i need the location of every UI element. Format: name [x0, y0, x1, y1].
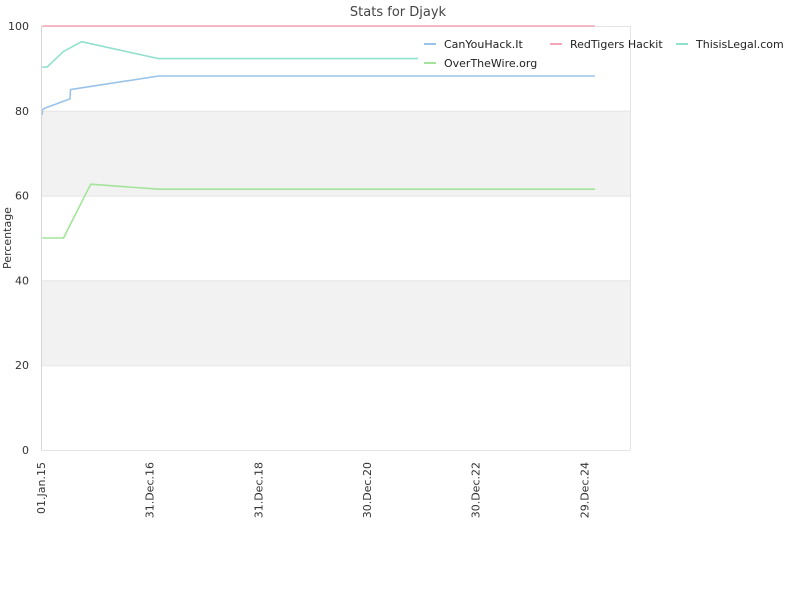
series-line: [42, 183, 595, 239]
chart-title: Stats for Djayk: [350, 5, 447, 20]
legend-label: OverTheWire.org: [444, 57, 537, 70]
legend: CanYouHack.It RedTigers Hackit ThisisLegal…: [424, 38, 784, 70]
grid-bands: [41, 110, 630, 366]
grid-band: [41, 110, 630, 196]
series-lines: [41, 25, 595, 239]
grid-lines: [41, 26, 630, 451]
x-tick-label: 30.Dec.22: [470, 462, 483, 518]
y-tick-label: 40: [15, 274, 29, 287]
y-axis-label: Percentage: [1, 207, 14, 269]
y-tick-labels: 0 20 40 60 80 100: [8, 20, 29, 457]
x-tick-label: 29.Dec.24: [578, 462, 591, 518]
legend-label: ThisisLegal.com: [695, 38, 784, 51]
y-tick-label: 100: [8, 20, 29, 33]
axis-lines: [41, 26, 631, 450]
x-tick-label: 31.Dec.16: [144, 462, 157, 518]
legend-label: CanYouHack.It: [444, 38, 524, 51]
y-tick-label: 80: [15, 105, 29, 118]
x-tick-labels: 01.Jan.15 31.Dec.16 31.Dec.18 30.Dec.20 30.D…: [35, 462, 591, 518]
x-tick-label: 30.Dec.20: [361, 462, 374, 518]
x-tick-label: 01.Jan.15: [35, 462, 48, 514]
series-line: [41, 75, 595, 115]
legend-label: RedTigers Hackit: [570, 38, 663, 51]
legend-background: [418, 32, 618, 72]
y-tick-label: 60: [15, 190, 29, 203]
grid-band: [41, 280, 630, 366]
y-tick-label: 0: [22, 444, 29, 457]
x-tick-label: 31.Dec.18: [252, 462, 265, 518]
series-line: [42, 40, 595, 68]
y-tick-label: 20: [15, 359, 29, 372]
legend-box: [418, 32, 618, 72]
